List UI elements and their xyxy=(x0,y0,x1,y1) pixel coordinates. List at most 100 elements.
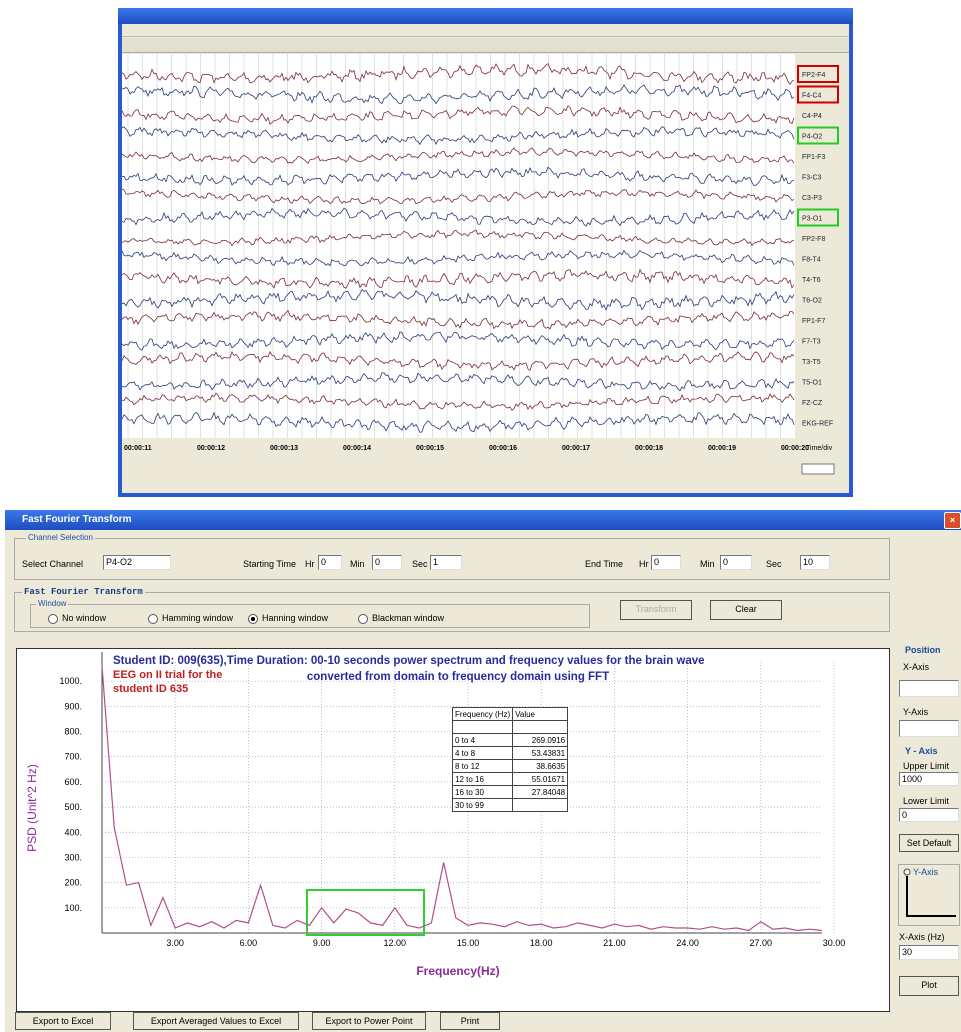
channel-select[interactable]: P4-O2 xyxy=(103,555,171,570)
x-tick-label: 12.00 xyxy=(384,938,407,948)
x-axis-select[interactable]: 30 xyxy=(899,945,959,960)
input[interactable]: 0 xyxy=(651,555,681,570)
x-tick-label: 30.00 xyxy=(823,938,846,948)
label: Min xyxy=(700,559,715,569)
close-button[interactable]: × xyxy=(944,512,961,529)
set-default-button[interactable]: Set Default xyxy=(899,834,959,852)
psd-line xyxy=(101,666,822,932)
table-header: Frequency (Hz) xyxy=(451,707,514,721)
radio[interactable] xyxy=(148,614,158,624)
table-cell: 16 to 30 xyxy=(451,785,514,799)
input[interactable]: 10 xyxy=(800,555,830,570)
annotation: EEG on II trial for the xyxy=(113,669,222,681)
table-row: 16 to 30 27.84048 xyxy=(451,785,569,799)
table-row: 4 to 8 53.43831 xyxy=(451,746,569,760)
channel-label: EKG-REF xyxy=(802,421,833,428)
table-cell: 4 to 8 xyxy=(451,746,514,760)
label: Sec xyxy=(766,559,782,569)
channel-label: C3-P3 xyxy=(802,195,822,202)
x-tick-label: 9.00 xyxy=(313,938,331,948)
clear-button[interactable]: Clear xyxy=(710,600,782,620)
label: Starting Time xyxy=(243,559,297,569)
x-tick-label: 27.00 xyxy=(750,938,773,948)
label: Lower Limit xyxy=(903,796,950,806)
y-tick-label: 800. xyxy=(64,727,82,737)
eeg-display: FP2-F4 F4-C4 C4-P4 P4-O2 FP1-F3 F3-C3 C3-P3 P3-… xyxy=(122,54,839,475)
chart-title: converted from domain to frequency domai… xyxy=(307,671,609,683)
channel-label: T3-T5 xyxy=(802,359,821,366)
input[interactable]: 1 xyxy=(430,555,462,570)
transform-group xyxy=(14,592,890,632)
eeg-trace xyxy=(122,249,795,267)
channel-label: F4-C4 xyxy=(802,93,822,100)
window-title: Fast Fourier Transform xyxy=(22,514,132,525)
time-label: 00:00:11 xyxy=(124,445,152,452)
status-box xyxy=(801,463,835,475)
input[interactable]: 0 xyxy=(372,555,402,570)
label: Select Channel xyxy=(22,559,84,569)
eeg-trace xyxy=(122,229,795,247)
x-tick-label: 24.00 xyxy=(676,938,699,948)
radio[interactable] xyxy=(358,614,368,624)
eeg-toolbar xyxy=(122,38,849,53)
table-cell: 30 to 99 xyxy=(451,798,514,812)
input[interactable]: 0 xyxy=(899,808,959,822)
radio-label: Hanning window xyxy=(262,613,329,623)
label: Y-Axis xyxy=(913,867,939,877)
label: X-Axis (Hz) xyxy=(899,932,945,942)
label: Min xyxy=(350,559,365,569)
time-label: 00:00:15 xyxy=(416,445,444,452)
channel-label: F8-T4 xyxy=(802,257,821,264)
input[interactable] xyxy=(899,680,959,697)
eeg-trace xyxy=(122,411,795,433)
eeg-trace xyxy=(122,331,795,351)
channel-label: T5-O1 xyxy=(802,380,822,387)
eeg-trace xyxy=(122,350,795,372)
input[interactable]: 0 xyxy=(720,555,752,570)
eeg-trace xyxy=(122,147,795,165)
table-cell: 12 to 16 xyxy=(451,772,514,786)
eeg-trace xyxy=(122,166,795,187)
label: Hr xyxy=(305,559,315,569)
channel-label: F7-T3 xyxy=(802,339,821,346)
y-tick-label: 600. xyxy=(64,777,82,787)
eeg-trace xyxy=(122,105,795,125)
export-button[interactable]: Export Averaged Values to Excel xyxy=(133,1012,299,1030)
export-button[interactable]: Export to Power Point xyxy=(312,1012,426,1030)
export-button[interactable]: Export to Excel xyxy=(15,1012,111,1030)
transform-button[interactable]: Transform xyxy=(620,600,692,620)
channel-label: T4-T6 xyxy=(802,277,821,284)
channel-label: P4-O2 xyxy=(802,134,822,141)
x-tick-label: 18.00 xyxy=(530,938,553,948)
print-button[interactable]: Print xyxy=(440,1012,500,1030)
x-tick-label: 15.00 xyxy=(457,938,480,948)
radio-label: Hamming window xyxy=(162,613,234,623)
psd-chart: 100. 200. 300. 400. 500. 600. 700. 800. 900. 1000… xyxy=(25,652,846,978)
table-cell: 38.6635 xyxy=(512,759,569,773)
table-cell xyxy=(512,720,569,734)
radio-label: Blackman window xyxy=(372,613,445,623)
input[interactable]: 0 xyxy=(318,555,342,570)
label: Sec xyxy=(412,559,428,569)
time-label: 00:00:20 xyxy=(781,445,809,452)
time-label: 00:00:18 xyxy=(635,445,663,452)
eeg-trace xyxy=(122,268,795,289)
input[interactable] xyxy=(899,720,959,737)
radio[interactable] xyxy=(903,868,911,876)
plot-button[interactable]: Plot xyxy=(899,976,959,996)
group-label: Window xyxy=(36,599,69,608)
y-tick-label: 1000. xyxy=(59,676,82,686)
channel-label: FP2-F8 xyxy=(802,236,825,243)
time-label: 00:00:16 xyxy=(489,445,517,452)
table-cell: 53.43831 xyxy=(512,746,569,760)
time-label: 00:00:17 xyxy=(562,445,590,452)
radio[interactable] xyxy=(48,614,58,624)
table-cell xyxy=(512,798,569,812)
fft-titlebar xyxy=(5,510,961,530)
radio[interactable] xyxy=(248,614,258,624)
channel-highlight xyxy=(797,126,839,145)
y-tick-label: 200. xyxy=(64,878,82,888)
channel-label: P3-O1 xyxy=(802,216,822,223)
input[interactable]: 1000 xyxy=(899,772,959,786)
eeg-trace xyxy=(122,288,795,311)
